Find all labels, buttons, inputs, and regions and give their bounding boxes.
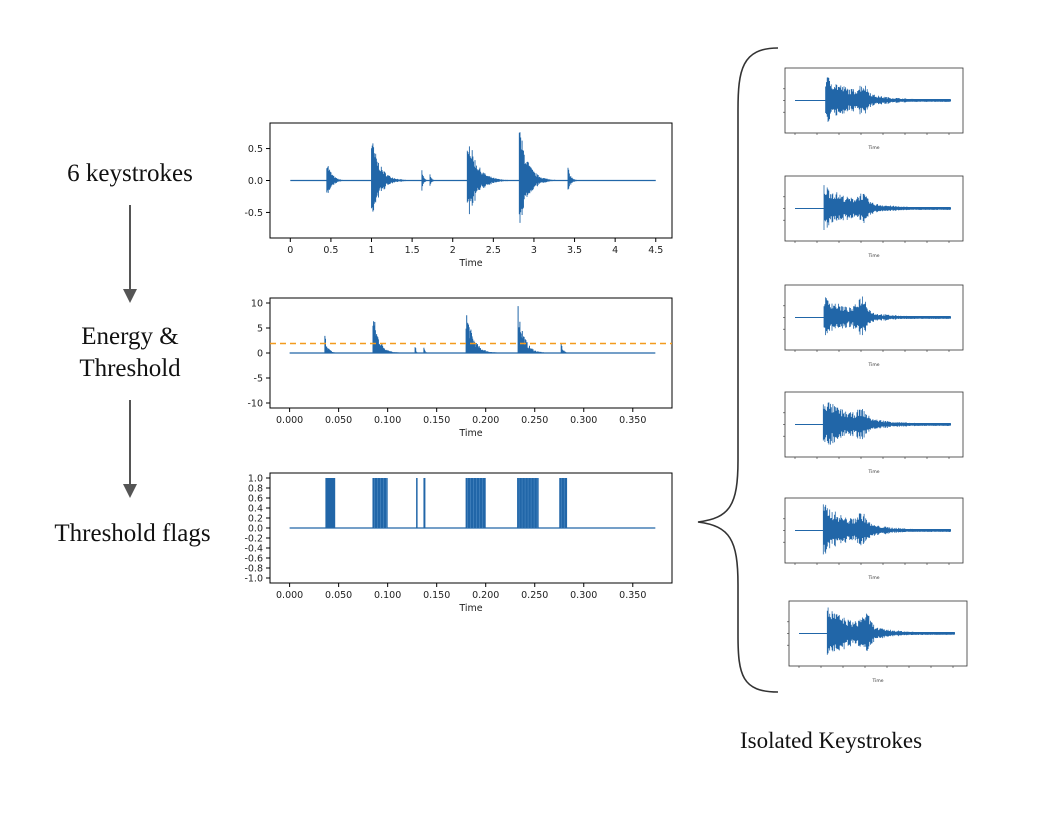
isolated-keystroke-thumbnail: Time bbox=[783, 175, 964, 259]
waveform-burst bbox=[326, 166, 348, 193]
waveform-burst bbox=[518, 132, 557, 223]
thumb-burst bbox=[822, 504, 951, 555]
isolated-keystroke-thumbnail: Time bbox=[783, 284, 964, 368]
waveform-ytick-label: 0.0 bbox=[248, 176, 263, 187]
waveform-xtick-label: 2.5 bbox=[486, 245, 501, 256]
energy-ytick-label: -5 bbox=[254, 374, 263, 385]
thumb-burst bbox=[823, 296, 951, 336]
flags-flag-block bbox=[372, 478, 388, 528]
flags-xtick-label: 0.200 bbox=[472, 590, 499, 601]
step-label-keystrokes: 6 keystrokes bbox=[67, 160, 193, 187]
isolated-keystroke-thumbnail: Time bbox=[783, 497, 964, 581]
waveform-xtick-label: 1 bbox=[368, 245, 374, 256]
step-label-threshold-flags: Threshold flags bbox=[54, 520, 211, 547]
flags-xtick-label: 0.000 bbox=[276, 590, 303, 601]
isolated-keystroke-thumbnail: Time bbox=[787, 600, 968, 684]
flags-ytick-label: -0.6 bbox=[244, 554, 263, 565]
waveform-ytick-label: 0.5 bbox=[248, 144, 263, 155]
thumb-xlabel: Time bbox=[867, 145, 879, 151]
flags-xtick-label: 0.100 bbox=[374, 590, 401, 601]
thumb-xlabel: Time bbox=[867, 362, 879, 368]
flags-ytick-label: 1.0 bbox=[248, 474, 263, 485]
energy-xtick-label: 0.250 bbox=[521, 415, 548, 426]
energy-xtick-label: 0.350 bbox=[619, 415, 646, 426]
thumb-xlabel: Time bbox=[867, 253, 879, 259]
energy-xtick-label: 0.100 bbox=[374, 415, 401, 426]
waveform-xtick-label: 2 bbox=[450, 245, 456, 256]
flags-ytick-label: 0.2 bbox=[248, 514, 263, 525]
flags-xtick-label: 0.250 bbox=[521, 590, 548, 601]
waveform-xlabel: Time bbox=[458, 258, 482, 269]
arrow-down-1 bbox=[123, 205, 137, 303]
energy-ytick-label: -10 bbox=[247, 399, 263, 410]
waveform-xtick-label: 1.5 bbox=[405, 245, 420, 256]
energy-spike bbox=[517, 306, 548, 353]
flags-xtick-label: 0.350 bbox=[619, 590, 646, 601]
thumb-xlabel: Time bbox=[867, 575, 879, 581]
thumb-burst bbox=[826, 607, 955, 655]
energy-spike bbox=[465, 315, 501, 353]
energy-threshold-chart: 0.000 0.050 0.100 0.150 0.200 0.250 0.300 0.350… bbox=[247, 297, 673, 439]
thumb-xlabel: Time bbox=[867, 469, 879, 475]
flags-flag-block bbox=[325, 478, 336, 528]
energy-spike bbox=[324, 335, 340, 353]
flags-ytick-label: 0.0 bbox=[248, 524, 263, 535]
waveform-xtick-label: 3.5 bbox=[567, 245, 582, 256]
thumb-burst bbox=[825, 77, 951, 122]
waveform-burst bbox=[429, 174, 437, 186]
waveform-chart: 0 0.5 1 1.5 2 2.5 3 3.5 4 4.5 0.5 0.0 -0.5 Time bbox=[244, 122, 673, 269]
flags-xtick-label: 0.050 bbox=[325, 590, 352, 601]
waveform-xtick-label: 4.5 bbox=[648, 245, 663, 256]
energy-spike bbox=[372, 321, 403, 353]
flags-flag-block bbox=[423, 478, 426, 528]
waveform-burst bbox=[466, 146, 509, 215]
thumb-xlabel: Time bbox=[871, 678, 883, 684]
energy-ytick-label: 5 bbox=[257, 324, 263, 335]
flags-xtick-label: 0.300 bbox=[570, 590, 597, 601]
flags-ytick-label: 0.6 bbox=[248, 494, 263, 505]
flags-ytick-label: -0.8 bbox=[244, 564, 263, 575]
waveform-burst bbox=[421, 170, 431, 191]
arrow-down-2 bbox=[123, 400, 137, 498]
step-label-energy-line1: Energy & bbox=[81, 323, 179, 350]
flags-xlabel: Time bbox=[458, 603, 482, 614]
waveform-xtick-label: 0 bbox=[287, 245, 293, 256]
flags-flag-block bbox=[416, 478, 418, 528]
energy-spike bbox=[423, 347, 429, 353]
waveform-ytick-label: -0.5 bbox=[244, 208, 263, 219]
isolated-keystroke-thumbnail: Time bbox=[783, 67, 964, 151]
flags-xtick-label: 0.150 bbox=[423, 590, 450, 601]
energy-xtick-label: 0.300 bbox=[570, 415, 597, 426]
waveform-xtick-label: 4 bbox=[612, 245, 618, 256]
thumb-burst bbox=[822, 402, 951, 445]
step-label-energy-threshold: Energy & Threshold bbox=[40, 321, 220, 385]
waveform-xtick-label: 0.5 bbox=[323, 245, 338, 256]
threshold-flags-chart: 0.000 0.050 0.100 0.150 0.200 0.250 0.300 0.350… bbox=[244, 472, 673, 614]
step-label-energy-line2: Threshold bbox=[79, 355, 181, 382]
waveform-burst bbox=[371, 143, 409, 212]
flags-ytick-label: -0.2 bbox=[244, 534, 263, 545]
thumb-burst bbox=[823, 185, 951, 230]
flags-ytick-label: -0.4 bbox=[244, 544, 263, 555]
flags-flag-block bbox=[559, 478, 568, 528]
energy-xtick-label: 0.000 bbox=[276, 415, 303, 426]
flags-ytick-label: 0.4 bbox=[248, 504, 263, 515]
energy-xtick-label: 0.150 bbox=[423, 415, 450, 426]
energy-xtick-label: 0.050 bbox=[325, 415, 352, 426]
waveform-xtick-label: 3 bbox=[531, 245, 537, 256]
flags-ytick-label: 0.8 bbox=[248, 484, 263, 495]
curly-brace bbox=[697, 47, 779, 693]
energy-spike bbox=[560, 344, 572, 353]
isolated-keystrokes-label: Isolated Keystrokes bbox=[740, 728, 923, 753]
energy-xlabel: Time bbox=[458, 428, 482, 439]
isolated-keystroke-thumbnail: Time bbox=[783, 391, 964, 475]
waveform-burst bbox=[567, 167, 581, 190]
energy-xtick-label: 0.200 bbox=[472, 415, 499, 426]
energy-spike bbox=[414, 347, 421, 353]
flags-ytick-label: -1.0 bbox=[244, 574, 263, 585]
energy-ytick-label: 0 bbox=[257, 349, 263, 360]
energy-ytick-label: 10 bbox=[251, 299, 263, 310]
